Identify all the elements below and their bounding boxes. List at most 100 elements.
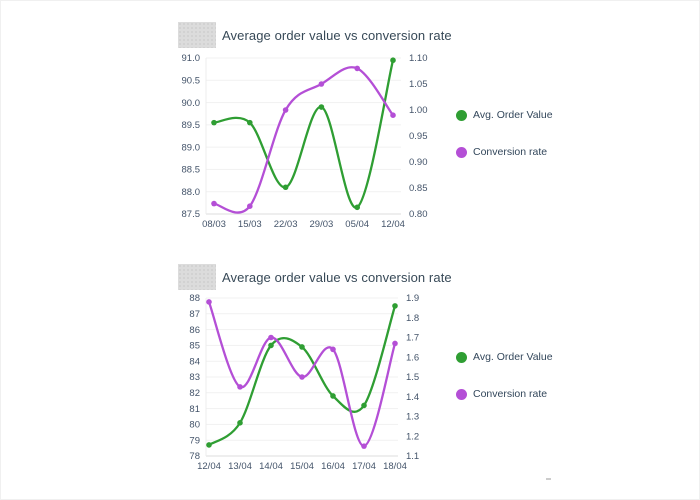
y-axis-tick-label-left: 80 [189, 420, 200, 431]
data-point[interactable] [392, 340, 398, 347]
y-axis-tick-label-right: 1.2 [406, 431, 419, 442]
y-axis-tick-label-right: 1.3 [406, 412, 419, 423]
legend-item-conversion-rate[interactable]: Conversion rate [456, 388, 553, 400]
y-axis-tick-label-right: 1.05 [409, 79, 428, 90]
legend-dot-purple [456, 146, 467, 158]
legend-label-avg-order-value: Avg. Order Value [473, 109, 553, 121]
data-point[interactable] [390, 57, 396, 64]
x-axis-tick-label: 18/04 [383, 461, 407, 472]
data-point[interactable] [299, 344, 305, 350]
chart-legend: Avg. Order Value Conversion rate [456, 351, 553, 400]
y-axis-tick-label-right: 0.85 [409, 183, 428, 194]
legend-item-conversion-rate[interactable]: Conversion rate [456, 146, 553, 158]
data-point[interactable] [268, 334, 274, 341]
data-point[interactable] [318, 81, 325, 87]
data-point[interactable] [268, 342, 274, 349]
x-axis-tick-label: 29/03 [310, 219, 334, 230]
y-axis-tick-label-right: 1.9 [406, 293, 419, 304]
data-point[interactable] [247, 119, 253, 126]
chart-icon-placeholder [178, 22, 216, 48]
y-axis-tick-label-right: 1.4 [406, 392, 419, 403]
legend-dot-green [456, 351, 467, 363]
line-chart-canvas[interactable]: 88 87 86 85 84 83 82 81 80 79 78 1.9 1.8 1.7 1.6 1.5 1.4… [176, 293, 438, 485]
y-axis-tick-label-left: 86 [189, 325, 200, 336]
chart-title: Average order value vs conversion rate [222, 27, 452, 43]
screen-artifact-dot [546, 478, 551, 480]
line-chart-canvas[interactable]: 91.0 90.5 90.0 89.5 89.0 88.5 88.0 87.5 1.10 1.05… [176, 51, 438, 243]
y-axis-tick-label-left: 88.0 [182, 187, 201, 198]
chart-legend: Avg. Order Value Conversion rate [456, 109, 553, 158]
data-point[interactable] [361, 402, 367, 409]
data-point[interactable] [392, 303, 398, 309]
legend-label-conversion-rate: Conversion rate [473, 146, 548, 158]
data-point[interactable] [354, 204, 360, 211]
x-axis-tick-label: 05/04 [345, 219, 369, 230]
y-axis-tick-label-left: 82 [189, 388, 200, 399]
y-axis-tick-label-left: 89.5 [182, 120, 201, 131]
y-axis-tick-label-right: 1.6 [406, 352, 419, 363]
x-axis-tick-label: 12/04 [381, 219, 405, 230]
chart-header: Average order value vs conversion rate [178, 21, 452, 49]
y-axis-tick-label-right: 1.7 [406, 333, 419, 344]
y-axis-tick-label-right: 0.80 [409, 209, 428, 220]
data-point[interactable] [211, 119, 217, 126]
data-point[interactable] [206, 442, 212, 448]
y-axis-tick-label-left: 78 [189, 451, 200, 462]
x-axis-tick-label: 16/04 [321, 461, 345, 472]
y-axis-tick-label-left: 89.0 [182, 142, 201, 153]
data-point[interactable] [330, 346, 336, 353]
legend-label-avg-order-value: Avg. Order Value [473, 351, 553, 363]
y-axis-tick-label-left: 85 [189, 341, 200, 352]
data-point[interactable] [318, 104, 325, 110]
x-axis-tick-label: 22/03 [274, 219, 298, 230]
y-axis-tick-label-right: 1.00 [409, 105, 428, 116]
data-point[interactable] [237, 384, 243, 390]
y-axis-tick-label-right: 0.90 [409, 157, 428, 168]
data-point[interactable] [282, 107, 289, 113]
y-axis-tick-label-left: 91.0 [182, 53, 201, 64]
x-axis-tick-label: 12/04 [197, 461, 221, 472]
y-axis-tick-label-left: 88 [189, 293, 200, 304]
y-axis-tick-label-left: 88.5 [182, 165, 201, 176]
series-line-avg-order-value [212, 59, 395, 209]
y-axis-tick-label-right: 1.5 [406, 372, 419, 383]
data-point[interactable] [247, 203, 253, 209]
data-point[interactable] [330, 393, 336, 399]
chart-card-bottom: Average order value vs conversion rate 8… [176, 263, 596, 493]
y-axis-tick-label-left: 83 [189, 372, 200, 383]
data-point[interactable] [237, 420, 243, 426]
chart-card-top: Average order value vs conversion rate 9… [176, 21, 596, 251]
legend-item-avg-order-value[interactable]: Avg. Order Value [456, 109, 553, 121]
x-axis-tick-label: 14/04 [259, 461, 283, 472]
chart-icon-placeholder [178, 264, 216, 290]
legend-dot-green [456, 109, 467, 121]
x-axis-tick-label: 15/03 [238, 219, 262, 230]
y-axis-tick-label-left: 87.5 [182, 209, 201, 220]
y-axis-tick-label-right: 1.1 [406, 451, 419, 462]
y-axis-tick-label-left: 84 [189, 356, 200, 367]
y-axis-tick-label-right: 0.95 [409, 131, 428, 142]
x-axis-tick-label: 13/04 [228, 461, 252, 472]
legend-dot-purple [456, 388, 467, 400]
x-axis-tick-label: 17/04 [352, 461, 376, 472]
y-axis-tick-label-left: 87 [189, 309, 200, 320]
data-point[interactable] [390, 112, 396, 118]
data-point[interactable] [206, 299, 212, 305]
legend-label-conversion-rate: Conversion rate [473, 388, 548, 400]
chart-title: Average order value vs conversion rate [222, 269, 452, 285]
y-axis-tick-label-left: 79 [189, 435, 200, 446]
data-point[interactable] [211, 200, 217, 207]
data-point[interactable] [282, 184, 289, 191]
legend-item-avg-order-value[interactable]: Avg. Order Value [456, 351, 553, 363]
data-point[interactable] [354, 65, 360, 72]
data-point[interactable] [299, 374, 305, 380]
x-axis-tick-label: 15/04 [290, 461, 314, 472]
y-axis-tick-label-left: 90.5 [182, 75, 201, 86]
data-point[interactable] [361, 443, 367, 449]
y-axis-tick-label-right: 1.8 [406, 313, 419, 324]
y-axis-tick-label-left: 81 [189, 404, 200, 415]
y-axis-tick-label-left: 90.0 [182, 98, 201, 109]
chart-header: Average order value vs conversion rate [178, 263, 452, 291]
y-axis-tick-label-right: 1.10 [409, 53, 428, 64]
